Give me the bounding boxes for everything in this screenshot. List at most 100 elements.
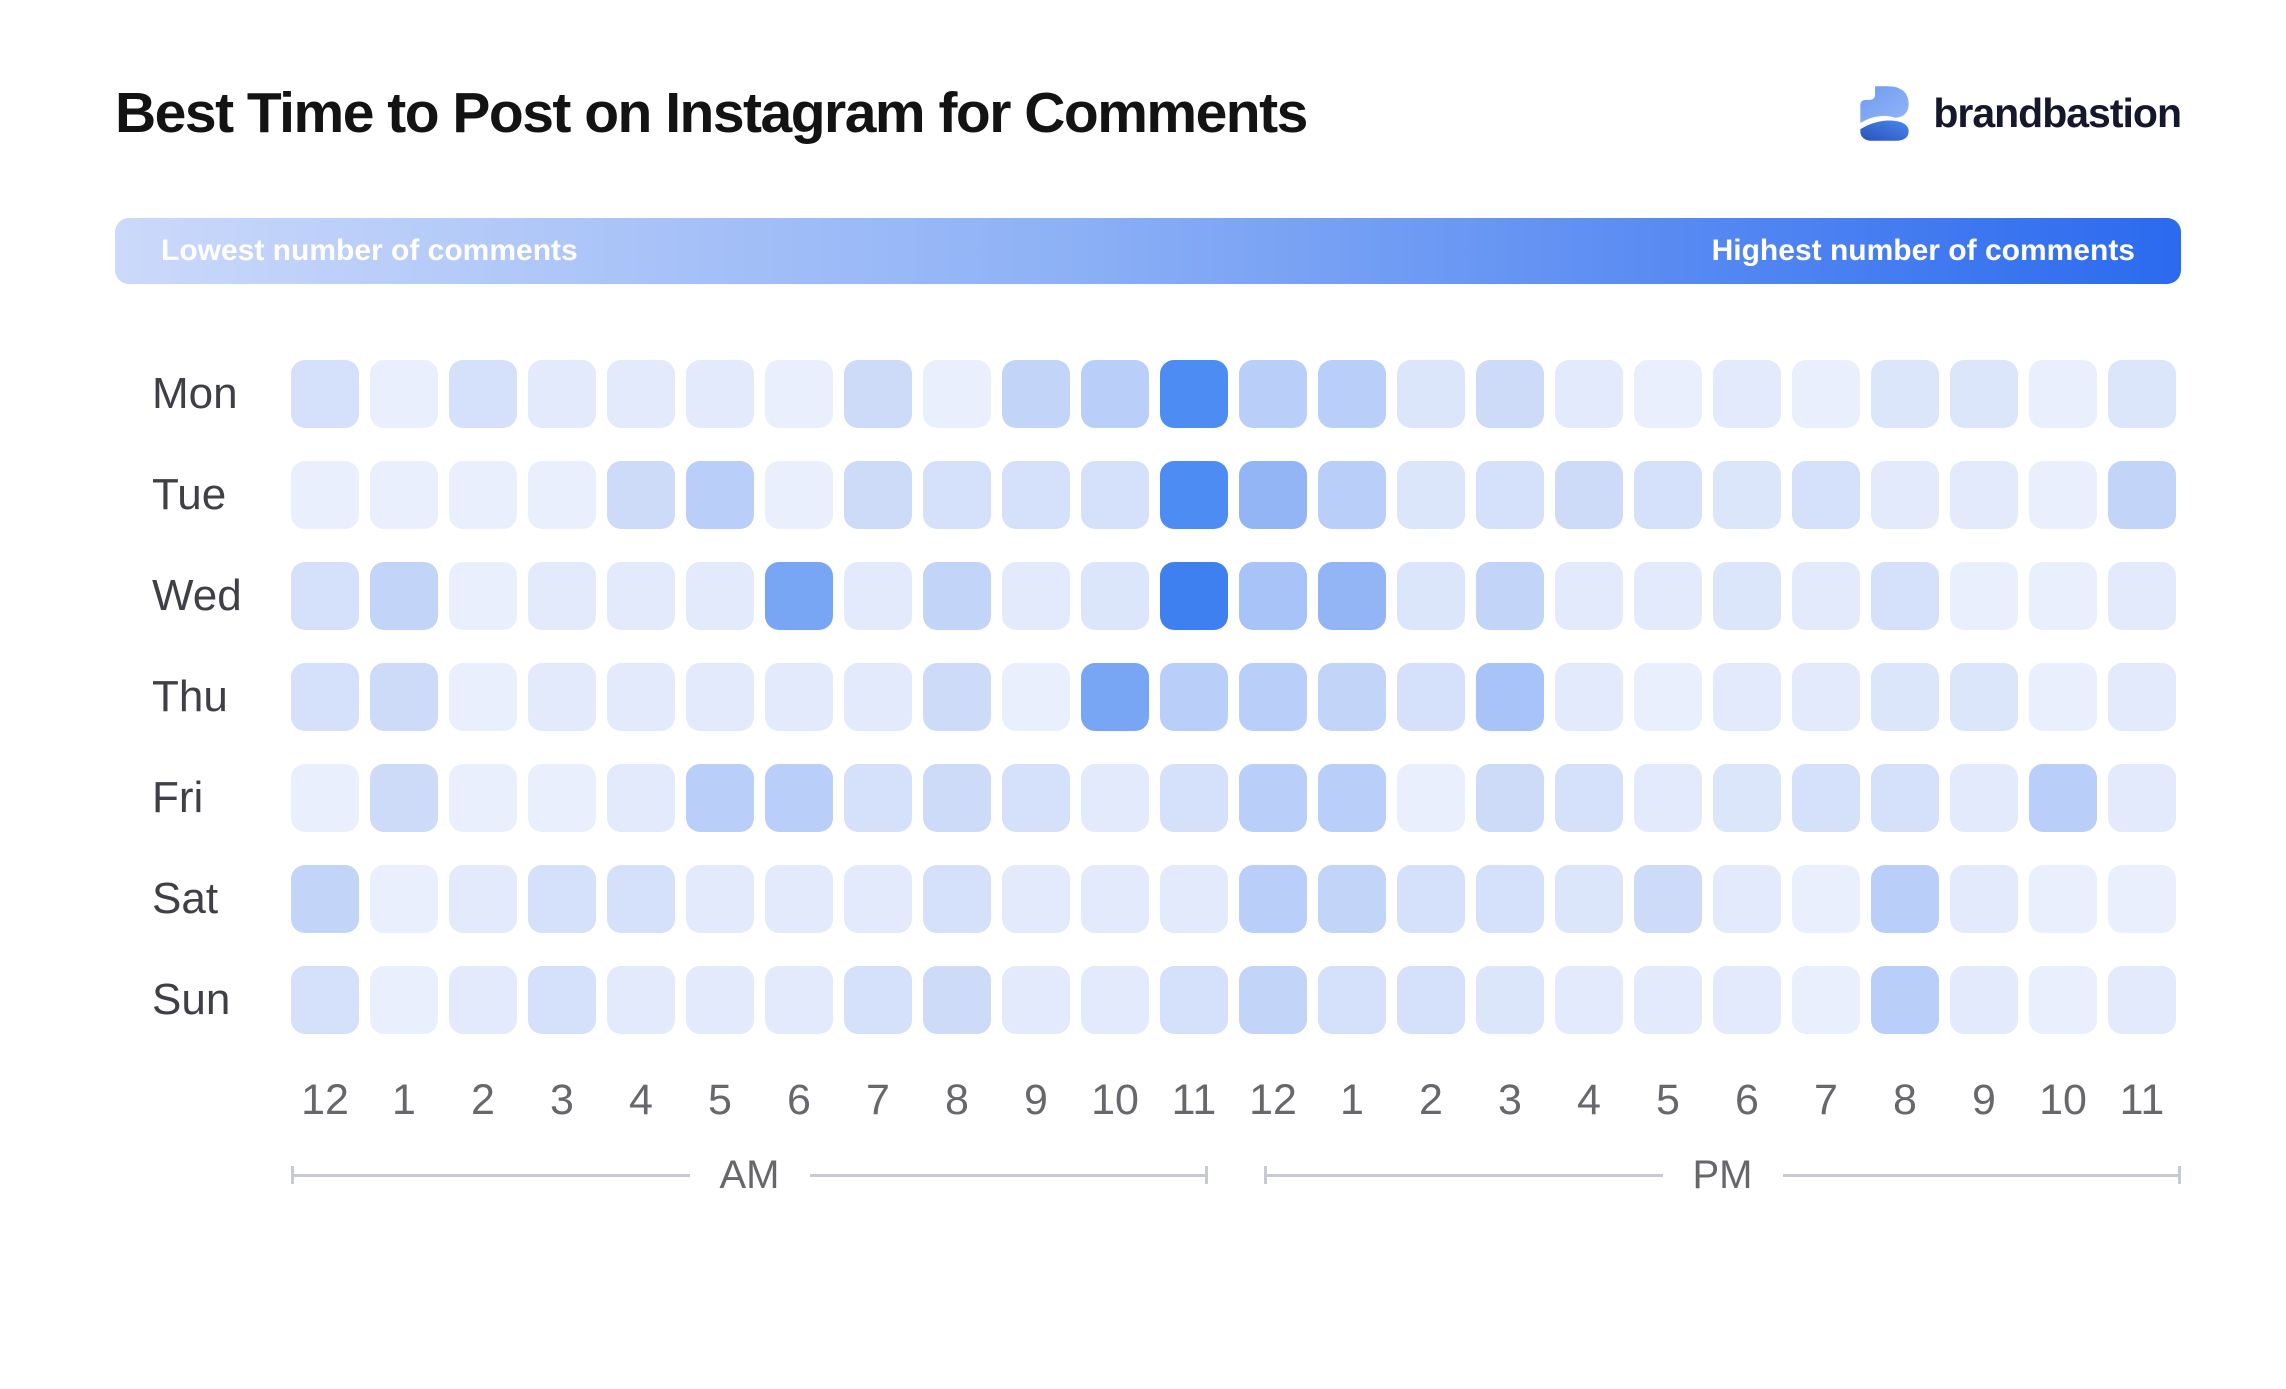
heatmap-cell — [607, 966, 675, 1034]
heatmap-cell — [686, 461, 754, 529]
heatmap-cell — [1555, 865, 1623, 933]
heatmap-cell — [686, 865, 754, 933]
heatmap-cell — [1160, 865, 1228, 933]
heatmap-cell — [291, 966, 359, 1034]
hour-label: 11 — [2119, 1076, 2165, 1124]
ruler-line — [809, 1173, 1205, 1177]
heatmap-cell — [844, 966, 912, 1034]
heatmap-cell — [291, 461, 359, 529]
heatmap-cell — [528, 966, 596, 1034]
heatmap-cell — [291, 562, 359, 630]
infographic-page: Best Time to Post on Instagram for Comme… — [0, 80, 2286, 1199]
hour-label: 5 — [1656, 1076, 1680, 1124]
heatmap-cell — [1476, 966, 1544, 1034]
heatmap-cell — [1792, 663, 1860, 731]
heatmap-cell — [1713, 663, 1781, 731]
heatmap-cell — [1397, 865, 1465, 933]
hour-label: 2 — [1419, 1076, 1443, 1124]
heatmap-cell — [844, 562, 912, 630]
heatmap-cell — [1634, 663, 1702, 731]
hour-label: 8 — [945, 1076, 969, 1124]
legend-low-label: Lowest number of comments — [161, 234, 578, 267]
heatmap-cell — [370, 360, 438, 428]
heatmap-cell — [607, 360, 675, 428]
heatmap-cell — [686, 663, 754, 731]
row-label: Sun — [152, 975, 231, 1024]
heatmap-cell — [1792, 360, 1860, 428]
heatmap-cell — [1555, 663, 1623, 731]
heatmap-cell — [1950, 461, 2018, 529]
heatmap-cell — [2029, 562, 2097, 630]
legend-high-label: Highest number of comments — [1711, 234, 2135, 267]
heatmap-cell — [1239, 562, 1307, 630]
heatmap-cell — [370, 461, 438, 529]
heatmap-cell — [291, 764, 359, 832]
heatmap-cell — [2108, 360, 2176, 428]
heatmap-cell — [1871, 865, 1939, 933]
heatmap-cell — [1160, 764, 1228, 832]
ruler-tick — [1264, 1166, 1267, 1184]
heatmap-cell — [528, 360, 596, 428]
hour-label: 10 — [2039, 1076, 2087, 1124]
heatmap-cell — [765, 562, 833, 630]
heatmap-cell — [1950, 360, 2018, 428]
heatmap-cell — [844, 764, 912, 832]
heatmap-cell — [1081, 865, 1149, 933]
heatmap-cell — [1318, 865, 1386, 933]
heatmap-cell — [1002, 966, 1070, 1034]
heatmap-cell — [1002, 865, 1070, 933]
pm-label: PM — [1692, 1152, 1753, 1197]
heatmap-cell — [607, 562, 675, 630]
heatmap-cell — [765, 360, 833, 428]
pm-segment: PM — [1264, 1151, 2181, 1199]
heatmap-cell — [1713, 461, 1781, 529]
heatmap-cell — [1081, 461, 1149, 529]
heatmap-cell — [1160, 461, 1228, 529]
hour-label: 9 — [1972, 1076, 1996, 1124]
heatmap-cell — [449, 360, 517, 428]
heatmap-cell — [844, 360, 912, 428]
heatmap-cell — [2108, 461, 2176, 529]
heatmap-cell — [1002, 764, 1070, 832]
heatmap-cell — [923, 663, 991, 731]
heatmap-cell — [1555, 966, 1623, 1034]
heatmap-cell — [1002, 663, 1070, 731]
heatmap-cell — [1239, 865, 1307, 933]
hour-label: 10 — [1091, 1076, 1139, 1124]
heatmap-cell — [765, 663, 833, 731]
heatmap-cell — [2108, 663, 2176, 731]
row-label: Fri — [152, 773, 204, 822]
heatmap-cell — [1081, 562, 1149, 630]
heatmap-cell — [449, 663, 517, 731]
hour-label: 7 — [1814, 1076, 1838, 1124]
heatmap-cell — [1002, 562, 1070, 630]
heatmap-cell — [765, 764, 833, 832]
hour-label: 8 — [1893, 1076, 1917, 1124]
heatmap-cell — [923, 764, 991, 832]
heatmap-cell — [1397, 663, 1465, 731]
heatmap-cell — [1950, 966, 2018, 1034]
heatmap-cell — [1634, 966, 1702, 1034]
heatmap-cell — [923, 562, 991, 630]
heatmap-cell — [1239, 764, 1307, 832]
heatmap-cell — [1871, 764, 1939, 832]
hour-label: 6 — [1735, 1076, 1759, 1124]
heatmap-cell — [1555, 360, 1623, 428]
heatmap-cell — [1950, 764, 2018, 832]
hour-label: 9 — [1024, 1076, 1048, 1124]
heatmap-cell — [1397, 966, 1465, 1034]
heatmap-cell — [1476, 562, 1544, 630]
heatmap-cell — [844, 865, 912, 933]
heatmap-cell — [1555, 764, 1623, 832]
heatmap-cell — [291, 865, 359, 933]
heatmap-cell — [923, 966, 991, 1034]
heatmap-cell — [1792, 461, 1860, 529]
hour-labels-row: 12 1 2 3 4 5 6 7 8 9 10 11 12 1 2 3 4 5 6 7 8 9 10 11 — [115, 1076, 2181, 1125]
hour-label: 6 — [787, 1076, 811, 1124]
heatmap-cell — [370, 865, 438, 933]
heatmap-cell — [2029, 966, 2097, 1034]
heatmap-cell — [1950, 865, 2018, 933]
heatmap-cell — [1871, 966, 1939, 1034]
heatmap-cell — [1476, 663, 1544, 731]
heatmap-cell — [1002, 461, 1070, 529]
